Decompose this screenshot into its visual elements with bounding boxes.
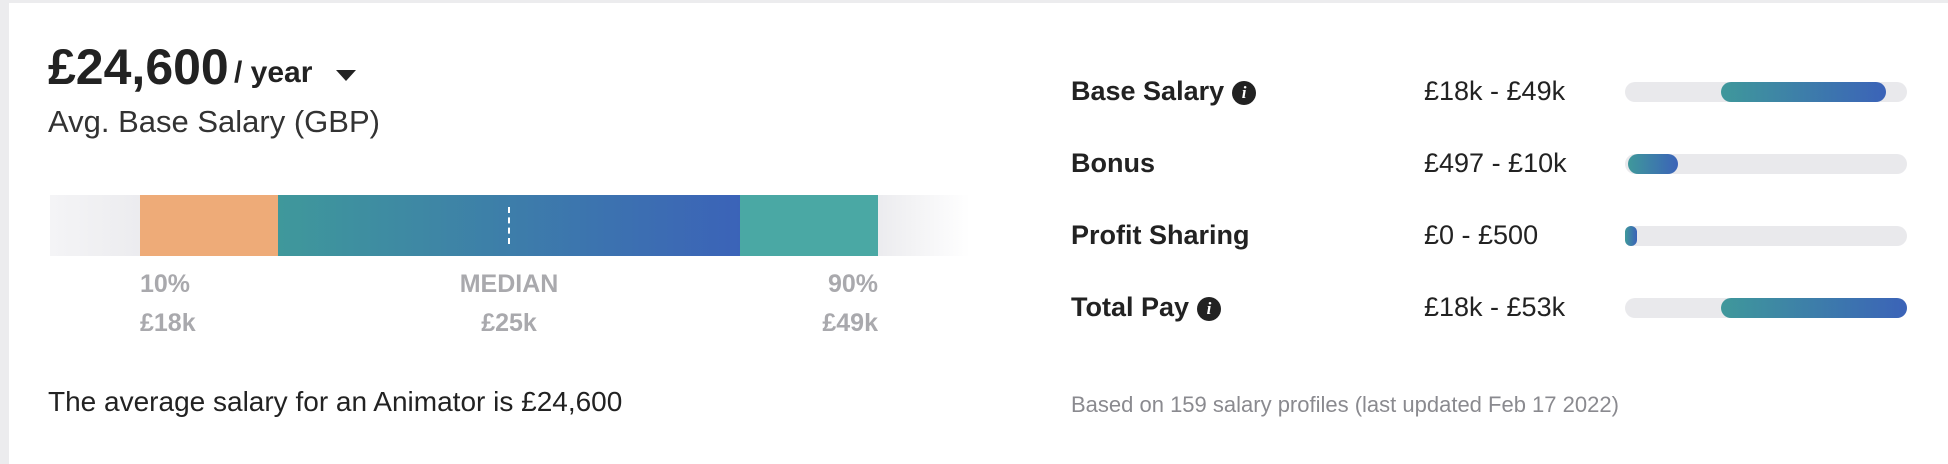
high-segment xyxy=(740,195,878,256)
row-range: £18k - £53k xyxy=(1424,292,1566,322)
range-bar xyxy=(1627,154,1679,174)
row-label-text: Profit Sharing xyxy=(1071,220,1250,250)
salary-amount: £24,600 xyxy=(48,39,229,95)
row-label: Base Salary i xyxy=(1071,76,1257,107)
row-label-text: Base Salary xyxy=(1071,76,1225,106)
range-track xyxy=(1625,154,1907,174)
row-range: £497 - £10k xyxy=(1424,148,1567,178)
percentile-value: £49k xyxy=(822,309,878,337)
row-range: £18k - £49k xyxy=(1424,76,1566,106)
range-track xyxy=(1625,226,1907,246)
row-label: Bonus xyxy=(1071,148,1155,179)
percentile-label: MEDIAN xyxy=(459,270,559,298)
median-marker xyxy=(508,207,510,244)
range-bar xyxy=(1720,82,1886,102)
percentile-value: £18k xyxy=(140,309,196,337)
percentile-label: 10% xyxy=(140,270,191,298)
info-icon[interactable]: i xyxy=(1232,81,1257,105)
low-segment xyxy=(140,195,278,256)
row-label: Profit Sharing xyxy=(1071,220,1250,251)
info-icon[interactable]: i xyxy=(1197,297,1222,321)
period-selector[interactable]: / year xyxy=(234,56,313,89)
dropdown-caret[interactable] xyxy=(336,70,356,81)
range-track xyxy=(1625,82,1907,102)
row-label-text: Total Pay xyxy=(1071,292,1190,322)
summary-text: The average salary for an Animator is £2… xyxy=(48,386,623,417)
row-label: Total Pay i xyxy=(1071,292,1222,323)
percentile-value: £25k xyxy=(481,309,537,337)
range-bar xyxy=(1625,226,1637,246)
distribution-bar xyxy=(50,195,970,256)
salary-caption: Avg. Base Salary (GBP) xyxy=(48,104,380,139)
range-track xyxy=(1625,298,1907,318)
range-bar xyxy=(1720,298,1907,318)
footnote: Based on 159 salary profiles (last updat… xyxy=(1071,392,1619,417)
row-label-text: Bonus xyxy=(1071,148,1155,178)
percentile-label: 90% xyxy=(827,270,878,298)
row-range: £0 - £500 xyxy=(1424,220,1539,250)
